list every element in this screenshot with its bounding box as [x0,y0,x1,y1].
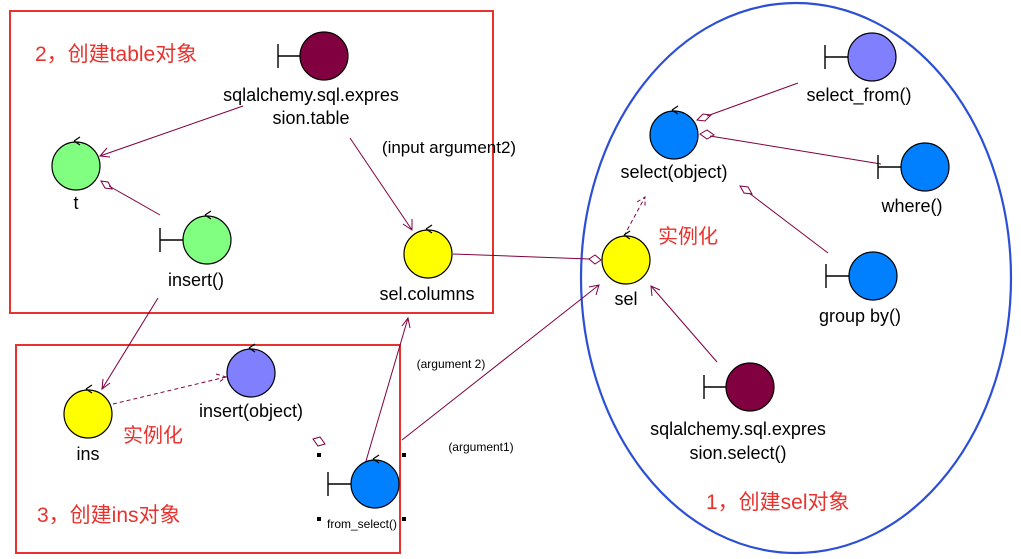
edge-fromselect-to-selcolumns-arrow [401,316,411,329]
edge-label-instantiate-sel: 实例化 [658,225,718,248]
edge-insert-to-t [108,185,161,216]
control-icon [649,110,699,160]
control-icon [182,215,232,265]
edge-label-instantiate-ins: 实例化 [123,424,183,447]
node-select-object-label: select(object) [620,162,727,182]
node-table-expression-line1: sqlalchemy.sql.expres [223,85,399,105]
edge-selcolumns-to-sel-diamond [588,254,602,265]
ins-group-title: 3，创建ins对象 [37,504,181,527]
edge-where-to-selectobject [709,135,882,165]
node-t[interactable]: t [51,136,101,213]
node-insert-label: insert() [168,270,224,290]
node-from-select-label: from_select() [327,517,397,531]
edge-insert-to-ins [101,297,159,390]
edge-selectfrom-to-selectobject [706,82,799,117]
sel-group-ellipse [579,1,1013,555]
edge-fromselect-to-sel [401,284,600,441]
edge-selectexpr-to-sel-arrow [650,285,661,297]
edge-label-argument1: (argument1) [448,440,513,454]
edge-selcolumns-to-sel [452,253,590,260]
edge-sel-to-selectobject [623,196,646,237]
entity-icon [403,229,453,279]
node-select-object[interactable]: select(object) [620,105,728,182]
node-where-label: where() [880,196,942,216]
edge-selectexpr-to-sel [650,285,718,363]
node-select-expression-line1: sqlalchemy.sql.expres [650,419,826,439]
node-sel-columns-label: sel.columns [379,284,474,304]
edge-ins-to-insertobject-arrow [215,373,228,384]
node-table-expression-line2: sion.table [272,108,349,128]
node-insert-object-label: insert(object) [199,401,303,421]
node-sel[interactable]: sel [601,230,651,309]
node-from-select[interactable]: from_select() [327,454,400,531]
node-select-from[interactable]: select_from() [806,32,912,106]
node-ins[interactable]: ins [63,384,113,464]
node-insert-object[interactable]: insert(object) [199,343,303,421]
node-select-expression-line2: sion.select() [689,443,786,463]
edge-insert-to-ins-arrow [101,378,111,391]
table-group-box [9,10,494,314]
control-icon [226,348,276,398]
edge-selectfrom-to-selectobject-diamond [695,113,713,122]
node-group-by-label: group by() [819,306,901,326]
selection-handles [317,453,406,521]
edge-groupby-to-selectobject [748,192,829,254]
edge-fromselect-aggregation-diamond [312,436,326,447]
edge-insert-to-t-diamond [100,180,113,190]
edge-label-argument-2: (argument 2) [417,357,486,371]
node-select-expression[interactable]: sqlalchemy.sql.expres sion.select() [650,362,826,463]
entity-icon [601,235,651,285]
node-where[interactable]: where() [877,142,950,216]
control-icon [51,141,101,191]
node-group-by[interactable]: group by() [819,251,901,326]
entity-icon [63,389,113,439]
edge-groupby-to-selectobject-diamond [739,185,753,195]
edge-fromselect-to-selcolumns [365,317,409,462]
edges [98,82,882,462]
control-icon [848,251,898,301]
edge-table-to-t-arrow [98,147,111,158]
edge-label-input-argument2: (input argument2) [382,138,516,157]
ins-group-box [15,344,401,554]
node-ins-label: ins [76,444,99,464]
node-t-label: t [73,193,78,213]
node-select-from-label: select_from() [806,85,911,106]
node-table-expression[interactable]: sqlalchemy.sql.expres sion.table [223,31,399,128]
edge-fromselect-to-sel-arrow [588,284,600,296]
table-group-title: 2，创建table对象 [35,43,197,66]
edge-table-to-t [99,105,244,157]
edge-where-to-selectobject-diamond [699,129,715,140]
node-insert[interactable]: insert() [159,210,232,290]
node-sel-label: sel [614,289,637,309]
control-icon [900,142,950,192]
edge-sel-to-selectobject-arrow [636,196,646,206]
control-icon [350,459,400,509]
edge-table-to-selcolumns [349,137,413,231]
edge-table-to-selcolumns-arrow [402,219,413,231]
node-sel-columns[interactable]: sel.columns [379,224,475,304]
sel-group-title: 1，创建sel对象 [706,491,850,514]
control-icon [847,32,897,82]
edge-ins-to-insertobject [112,376,227,405]
